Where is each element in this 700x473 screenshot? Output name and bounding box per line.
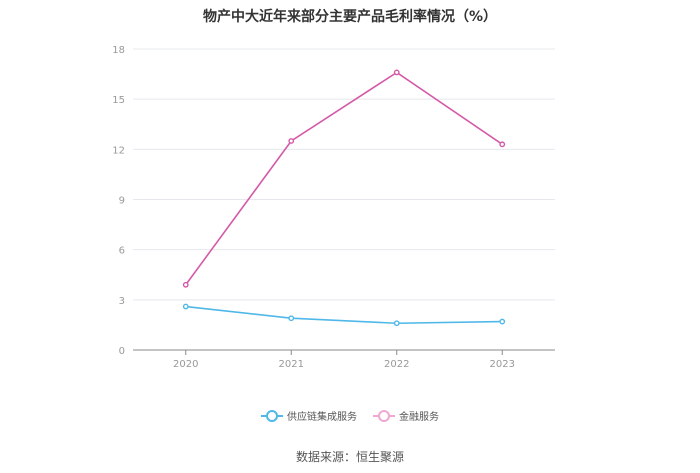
line-chart: 0 3 6 9 12 15 18 2020 2021 2022 2023 [112,45,555,370]
data-point [499,318,506,325]
y-tick-label: 9 [119,196,125,207]
legend-label-supply-chain: 供应链集成服务 [287,412,357,423]
legend-item-supply-chain[interactable]: 供应链集成服务 [261,408,357,423]
x-tick-label: 2020 [173,359,198,370]
legend-item-finance[interactable]: 金融服务 [373,408,439,423]
legend: 供应链集成服务 金融服务 [0,408,700,423]
legend-swatch-supply-chain [261,409,283,422]
data-point [499,141,506,148]
source-note: 数据来源：恒生聚源 [295,450,404,464]
y-axis: 0 3 6 9 12 15 18 [112,45,125,357]
series-line-1 [185,71,503,286]
x-tick-label: 2023 [490,359,515,370]
y-tick-label: 3 [119,296,125,307]
series-lines [182,69,506,327]
y-tick-label: 6 [119,246,125,257]
data-point [182,303,189,310]
data-point [393,320,400,327]
y-tick-label: 0 [119,346,125,357]
y-tick-label: 15 [112,95,125,106]
chart-title: 物产中大近年来部分主要产品毛利率情况（%） [202,9,498,25]
data-point [288,138,295,144]
x-axis: 2020 2021 2022 2023 [133,349,555,370]
y-tick-label: 18 [112,45,125,56]
x-tick-label: 2022 [384,359,409,370]
x-tick-label: 2021 [279,359,304,370]
grid-lines [133,48,555,301]
y-tick-label: 12 [112,145,125,156]
legend-label-finance: 金融服务 [399,412,439,423]
data-point [182,281,189,288]
data-point [288,315,295,322]
legend-swatch-finance [373,409,395,422]
data-point [393,69,400,76]
series-line-0 [185,305,503,325]
